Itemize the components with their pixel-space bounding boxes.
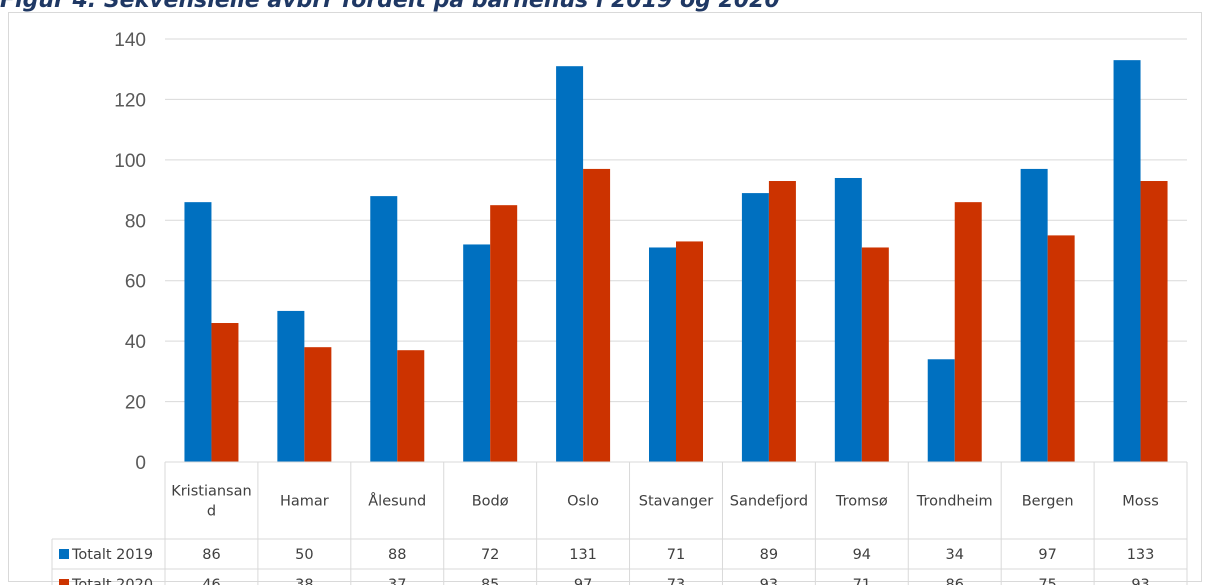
- category-label: Ålesund: [368, 493, 426, 510]
- bar-2020-oslo: [583, 168, 611, 462]
- category-label: Sandefjord: [730, 494, 808, 510]
- bar-2019-ålesund: [370, 196, 398, 462]
- table-value: 131: [569, 547, 597, 563]
- bar-2020-kristiansand: [211, 323, 239, 462]
- table-value: 75: [1038, 577, 1056, 585]
- table-value: 97: [574, 577, 592, 585]
- series-label: Totalt 2019: [71, 547, 153, 563]
- series-label: Totalt 2020: [71, 577, 153, 585]
- y-tick-label: 20: [125, 393, 146, 414]
- legend-key-2019: [59, 549, 69, 559]
- y-tick-label: 60: [125, 272, 146, 293]
- table-value: 93: [1131, 577, 1149, 585]
- bar-2019-bergen: [1020, 168, 1048, 462]
- table-value: 86: [202, 547, 220, 563]
- bars: [184, 60, 1168, 463]
- table-value: 97: [1038, 547, 1056, 563]
- bar-2019-oslo: [556, 66, 584, 462]
- legend-key-2020: [59, 579, 69, 585]
- y-tick-label: 140: [114, 30, 146, 51]
- category-label: d: [207, 504, 216, 520]
- y-tick-label: 100: [114, 151, 146, 172]
- chart-frame: [8, 12, 1202, 582]
- table-value: 46: [202, 577, 220, 585]
- table-value: 89: [760, 547, 778, 563]
- category-label: Stavanger: [639, 494, 714, 510]
- table-value: 71: [853, 577, 871, 585]
- bar-2019-sandefjord: [741, 193, 769, 463]
- bar-2019-bodø: [463, 244, 491, 462]
- table-value: 38: [295, 577, 313, 585]
- bar-2020-bodø: [490, 205, 518, 462]
- bar-2019-trondheim: [927, 359, 955, 462]
- y-tick-label: 40: [125, 332, 146, 353]
- category-label: Hamar: [280, 494, 329, 510]
- figure-caption: Figur 4. Sekvensielle avbrr fordelt på b…: [0, 0, 780, 13]
- category-label: Oslo: [567, 494, 599, 510]
- category-label: Bergen: [1022, 494, 1074, 510]
- y-tick-label: 120: [114, 90, 146, 111]
- table-value: 72: [481, 547, 499, 563]
- bar-2019-moss: [1113, 60, 1141, 463]
- data-table: Kristiansan d Hamar Ålesund Bodø Oslo Stavange…: [51, 461, 1188, 585]
- category-label: Tromsø: [835, 494, 888, 510]
- table-value: 88: [388, 547, 406, 563]
- bar-2020-bergen: [1047, 235, 1075, 462]
- bar-2020-stavanger: [676, 241, 703, 462]
- table-value: 50: [295, 547, 313, 563]
- table-value: 93: [760, 577, 778, 585]
- bar-2019-stavanger: [649, 247, 676, 462]
- y-axis: 0 20 40 60 80 100 120 140: [114, 30, 146, 474]
- table-value: 73: [667, 577, 685, 585]
- bar-2019-tromsø: [834, 177, 862, 462]
- bar-2020-trondheim: [954, 202, 982, 462]
- table-value: 94: [853, 547, 871, 563]
- table-value: 34: [946, 547, 964, 563]
- table-value: 71: [667, 547, 685, 563]
- bar-2020-moss: [1140, 181, 1168, 462]
- bar-2019-hamar: [277, 310, 305, 462]
- y-tick-label: 0: [135, 453, 146, 474]
- bar-2019-kristiansand: [184, 202, 212, 462]
- category-label: Kristiansan: [171, 484, 251, 500]
- bar-2020-tromsø: [861, 247, 889, 462]
- table-value: 86: [946, 577, 964, 585]
- category-label: Trondheim: [916, 494, 993, 510]
- table-value: 133: [1127, 547, 1155, 563]
- bar-2020-hamar: [304, 347, 332, 462]
- category-label: Bodø: [472, 494, 509, 510]
- bar-2020-sandefjord: [768, 181, 796, 462]
- category-label: Moss: [1122, 494, 1159, 510]
- table-value: 37: [388, 577, 406, 585]
- y-tick-label: 80: [125, 211, 146, 232]
- table-value: 85: [481, 577, 499, 585]
- bar-2020-ålesund: [397, 350, 425, 462]
